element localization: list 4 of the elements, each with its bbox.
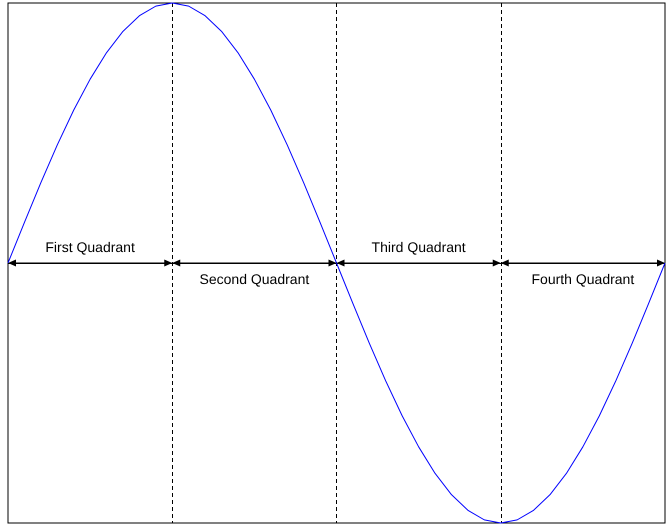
- annotation: Third Quadrant: [372, 239, 466, 255]
- annotation: Fourth Quadrant: [532, 271, 634, 287]
- annotation: Second Quadrant: [200, 271, 310, 287]
- annotation: First Quadrant: [45, 239, 135, 255]
